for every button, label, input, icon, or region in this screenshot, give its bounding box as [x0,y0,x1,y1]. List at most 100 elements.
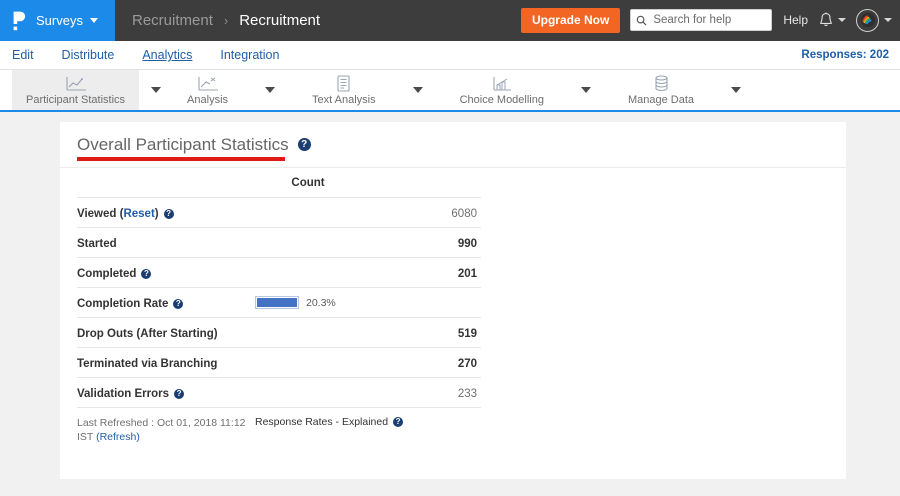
row-value-cell: 6080 [367,197,481,228]
breadcrumb-separator-icon: › [223,13,229,28]
nav-tab-distribute[interactable]: Distribute [61,48,115,62]
ribbon-item-text-analysis[interactable]: Text Analysis [298,70,390,110]
row-label-cell: Drop Outs (After Starting) [77,317,249,348]
scatter-chart-icon [197,75,219,92]
help-icon[interactable]: ? [173,298,184,309]
breadcrumb-current: Recruitment [239,12,321,29]
ribbon-label: Participant Statistics [26,93,126,106]
help-icon[interactable]: ? [393,417,404,427]
row-value-cell: 519 [367,317,481,348]
stat-value-drop-outs: 519 [457,327,477,340]
nav-tab-edit[interactable]: Edit [12,48,34,62]
last-refreshed-group: Last Refreshed : Oct 01, 2018 11:12 IST … [77,416,249,444]
bell-icon [820,12,832,27]
column-header-label [77,168,249,198]
row-value-cell: 270 [367,347,481,378]
table-row: Completed ? 201 [77,257,481,288]
help-icon[interactable]: ? [174,388,185,399]
table-row: Viewed (Reset) ? 6080 [77,197,481,228]
stat-label-text: Validation Errors [77,387,170,400]
analytics-ribbon: Participant Statistics Analysis [0,70,900,112]
breadcrumb-parent[interactable]: Recruitment [132,12,213,29]
table-row: Drop Outs (After Starting) 519 [77,317,481,348]
table-header-row: Count [77,168,481,198]
ribbon-dropdown-choice-modelling[interactable] [558,70,614,110]
chevron-down-icon[interactable] [884,18,892,23]
chevron-down-icon[interactable] [89,18,98,23]
ribbon-label: Manage Data [628,93,695,106]
ribbon-item-participant-statistics[interactable]: Participant Statistics [12,70,140,110]
response-rates-explained-label: Response Rates - Explained [255,416,389,428]
table-row: Completion Rate ? 20.3% [77,287,481,318]
chevron-down-icon [412,87,423,93]
stat-label-text: Viewed ( [77,207,124,220]
stat-label-terminated-via-branching: Terminated via Branching [77,357,218,370]
chevron-down-icon [731,87,742,93]
reset-link[interactable]: Reset [123,207,155,220]
row-label-cell: Started [77,227,249,258]
brand-block[interactable]: Surveys [0,0,115,41]
card-header: Overall Participant Statistics ? [60,122,846,168]
help-link[interactable]: Help [783,13,808,28]
search-help-box[interactable] [630,9,773,32]
row-label-cell: Completion Rate ? [77,287,249,318]
nav-tab-integration[interactable]: Integration [220,48,280,62]
notifications-button[interactable] [819,12,846,28]
table-row: Validation Errors ? 233 [77,377,481,408]
stat-label-completed: Completed ? [77,267,152,280]
row-value-cell: 990 [367,227,481,258]
ribbon-item-manage-data[interactable]: Manage Data [614,70,708,110]
database-icon [653,74,670,92]
line-chart-icon [65,75,87,92]
help-icon[interactable]: ? [163,208,174,219]
row-mid-cell [249,257,367,288]
participant-statistics-table: Count Viewed (Reset) ? 6080 [77,168,481,408]
row-label-cell: Viewed (Reset) ? [77,197,249,228]
overall-participant-statistics-card: Overall Participant Statistics ? Count V… [60,122,846,479]
stat-label-validation-errors: Validation Errors ? [77,387,185,400]
top-bar-right-group: Upgrade Now Help [520,7,900,34]
chevron-down-icon[interactable] [838,18,846,23]
response-rates-explained-group[interactable]: Response Rates - Explained ? [255,416,404,428]
upgrade-now-button[interactable]: Upgrade Now [520,7,621,34]
ribbon-label: Choice Modelling [459,93,544,106]
row-label-cell: Completed ? [77,257,249,288]
ribbon-item-choice-modelling[interactable]: Choice Modelling [446,70,558,110]
search-icon [637,15,647,26]
help-icon[interactable]: ? [297,138,311,151]
ribbon-item-analysis[interactable]: Analysis [173,70,242,110]
responses-count[interactable]: Responses: 202 [801,49,889,61]
refresh-link[interactable]: (Refresh) [96,431,140,444]
ribbon-dropdown-participant-statistics[interactable] [139,70,173,110]
stat-value-validation-errors: 233 [457,387,477,400]
red-underline-annotation [77,157,285,161]
help-icon[interactable]: ? [141,268,152,279]
stat-value-completed: 201 [457,267,477,280]
user-avatar-icon[interactable] [856,8,879,32]
ribbon-dropdown-text-analysis[interactable] [390,70,446,110]
nav-tab-analytics[interactable]: Analytics [142,48,193,62]
bar-chart-icon [492,75,512,92]
content-stage: Overall Participant Statistics ? Count V… [0,112,900,496]
ribbon-dropdown-analysis[interactable] [242,70,298,110]
last-refreshed-text: Last Refreshed : Oct 01, 2018 11:12 IST [77,417,246,444]
column-header-count: Count [249,168,367,198]
row-value-cell: 233 [367,377,481,408]
completion-rate-bar-track [255,296,299,309]
ribbon-dropdown-manage-data[interactable] [708,70,764,110]
section-nav-bar: Edit Distribute Analytics Integration Re… [0,41,900,70]
brand-label: Surveys [36,13,83,28]
stat-label-viewed: Viewed (Reset) ? [77,208,174,220]
row-mid-cell [249,377,367,408]
stat-label-drop-outs: Drop Outs (After Starting) [77,327,218,340]
questionpro-p-logo-icon[interactable] [0,0,34,41]
table-row: Started 990 [77,227,481,258]
completion-rate-percent: 20.3% [306,296,336,309]
search-input[interactable] [651,13,771,28]
stat-label-suffix: ) [154,207,159,220]
chevron-down-icon [151,87,162,93]
account-menu-button[interactable] [856,8,892,32]
stat-label-text: Completed [77,267,137,280]
stat-label-completion-rate: Completion Rate ? [77,297,184,310]
stat-label-text: Completion Rate [77,297,169,310]
